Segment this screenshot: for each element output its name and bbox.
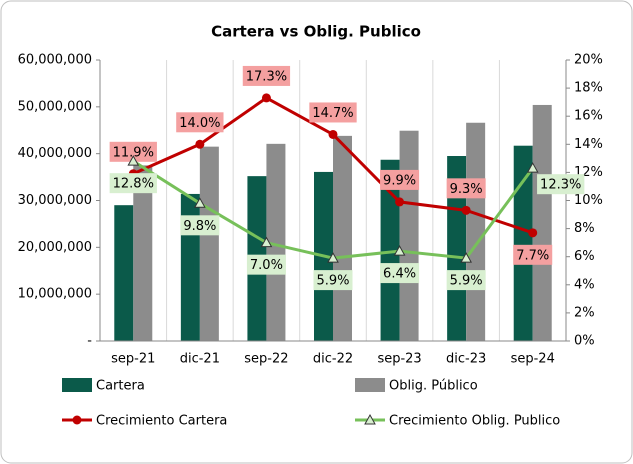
value-label: 14.7% bbox=[312, 106, 353, 121]
x-tick-label: sep-21 bbox=[111, 352, 155, 367]
point bbox=[194, 197, 206, 208]
value-label: 7.7% bbox=[516, 248, 549, 263]
y-tick-label: 10,000,000 bbox=[18, 287, 92, 302]
value-label-bg bbox=[180, 215, 220, 236]
x-tick-label: sep-23 bbox=[377, 352, 421, 367]
value-label: 9.8% bbox=[183, 219, 216, 234]
legend-label: Cartera bbox=[96, 379, 145, 394]
legend-swatch bbox=[62, 378, 92, 392]
y2-tick-label: 18% bbox=[574, 81, 603, 96]
value-label: 9.9% bbox=[383, 173, 416, 188]
y-tick-label: 60,000,000 bbox=[18, 53, 92, 68]
value-label: 9.3% bbox=[450, 182, 483, 197]
value-label-bg bbox=[446, 270, 486, 291]
value-label-bg bbox=[109, 141, 157, 162]
point bbox=[127, 155, 140, 166]
legend-marker bbox=[72, 415, 82, 425]
value-label: 17.3% bbox=[246, 69, 287, 84]
value-label-bg bbox=[446, 178, 486, 199]
point bbox=[526, 162, 539, 173]
point bbox=[461, 205, 471, 215]
bar bbox=[199, 146, 219, 341]
bar bbox=[380, 159, 400, 341]
y2-tick-label: 6% bbox=[574, 249, 595, 264]
y2-tick-label: 20% bbox=[574, 53, 603, 68]
y-tick-label: 40,000,000 bbox=[18, 146, 92, 161]
value-label-bg bbox=[313, 270, 353, 291]
value-label: 7.0% bbox=[250, 258, 283, 273]
point bbox=[393, 245, 406, 256]
y-tick-label: 20,000,000 bbox=[18, 240, 92, 255]
y2-tick-label: 8% bbox=[574, 221, 595, 236]
legend-swatch bbox=[355, 378, 385, 392]
x-tick-label: sep-24 bbox=[511, 352, 555, 367]
bar bbox=[266, 143, 286, 341]
point bbox=[528, 228, 538, 238]
point bbox=[261, 93, 271, 103]
y-tick-label: - bbox=[87, 334, 92, 349]
value-label: 12.8% bbox=[113, 177, 154, 192]
value-label: 11.9% bbox=[113, 145, 154, 160]
point bbox=[260, 236, 273, 248]
value-label: 6.4% bbox=[383, 267, 416, 282]
value-label-bg bbox=[513, 244, 553, 265]
value-label: 14.0% bbox=[179, 116, 220, 131]
bar bbox=[399, 130, 419, 341]
bar bbox=[447, 156, 467, 341]
value-label-bg bbox=[380, 169, 420, 190]
y2-tick-label: 0% bbox=[574, 334, 595, 349]
x-tick-label: dic-22 bbox=[313, 352, 353, 367]
point bbox=[395, 197, 405, 207]
value-label-bg bbox=[176, 112, 224, 133]
legend-label: Oblig. Público bbox=[389, 379, 478, 394]
bar bbox=[333, 135, 352, 341]
y2-tick-label: 4% bbox=[574, 277, 595, 292]
value-label: 12.3% bbox=[540, 178, 581, 193]
value-label: 5.9% bbox=[450, 274, 483, 289]
value-label-bg bbox=[309, 102, 357, 123]
value-label-bg bbox=[246, 254, 286, 275]
y-tick-label: 50,000,000 bbox=[18, 99, 92, 114]
x-tick-label: dic-23 bbox=[446, 352, 486, 367]
value-label: 5.9% bbox=[316, 274, 349, 289]
point bbox=[327, 252, 339, 263]
legend-label: Crecimiento Oblig. Publico bbox=[389, 414, 560, 429]
value-label-bg bbox=[242, 65, 291, 86]
legend-marker bbox=[364, 413, 376, 425]
bar bbox=[133, 165, 153, 341]
y2-tick-label: 2% bbox=[574, 305, 595, 320]
point bbox=[460, 252, 472, 263]
y2-tick-label: 16% bbox=[574, 109, 603, 124]
point bbox=[328, 129, 338, 139]
point bbox=[195, 139, 205, 149]
bar bbox=[532, 104, 552, 342]
value-label-bg bbox=[109, 173, 157, 194]
x-tick-label: dic-21 bbox=[180, 352, 220, 367]
bar bbox=[114, 205, 134, 341]
chart-title: Cartera vs Oblig. Publico bbox=[211, 23, 421, 41]
y2-tick-label: 10% bbox=[574, 193, 603, 208]
x-tick-label: sep-22 bbox=[244, 352, 288, 367]
y2-tick-label: 14% bbox=[574, 137, 603, 152]
value-label-bg bbox=[537, 174, 585, 195]
y-tick-label: 30,000,000 bbox=[18, 193, 92, 208]
bar bbox=[466, 122, 486, 341]
bar bbox=[513, 145, 533, 341]
value-label-bg bbox=[380, 263, 420, 284]
legend-label: Crecimiento Cartera bbox=[96, 414, 227, 429]
